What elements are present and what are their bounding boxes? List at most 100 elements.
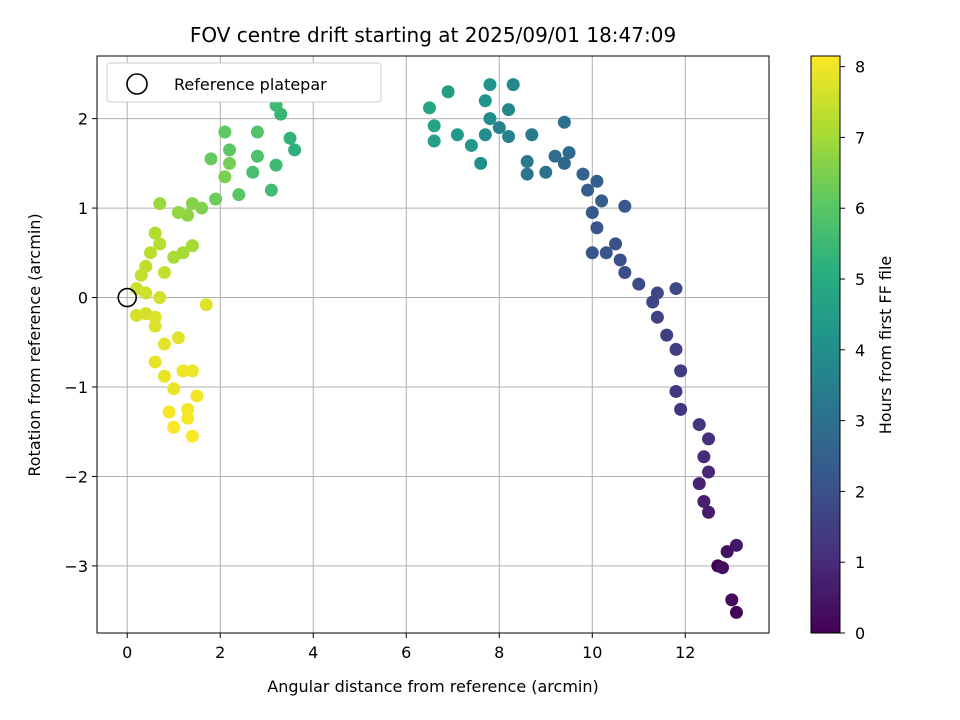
data-point — [157, 337, 171, 351]
colorbar-ticks: 0 1 2 3 4 5 6 7 8 — [840, 58, 865, 643]
data-point — [218, 125, 232, 139]
data-point — [130, 308, 144, 322]
colorbar-gradient — [810, 55, 841, 634]
data-point — [548, 149, 562, 163]
colorbar-tick-label: 2 — [855, 482, 865, 501]
data-point — [520, 155, 534, 169]
plot-frame — [96, 55, 770, 634]
data-point — [562, 146, 576, 160]
data-point — [143, 246, 157, 260]
data-point — [148, 226, 162, 240]
data-point — [720, 545, 734, 559]
legend-marker — [126, 73, 148, 95]
data-point — [185, 364, 199, 378]
data-point — [167, 382, 181, 396]
data-point — [674, 364, 688, 378]
y-tick-label: −1 — [64, 378, 88, 397]
data-point — [702, 465, 716, 479]
x-ticks: 0 2 4 6 8 10 12 — [122, 633, 695, 662]
colorbar-tick-label: 4 — [855, 341, 865, 360]
data-point — [148, 319, 162, 333]
data-point — [725, 593, 739, 607]
data-point — [176, 364, 190, 378]
data-point — [595, 194, 609, 208]
colorbar-tick-label: 3 — [855, 412, 865, 431]
data-point — [223, 143, 237, 157]
reference-point-marker — [117, 287, 138, 308]
data-point — [590, 221, 604, 235]
data-point — [190, 389, 204, 403]
data-point — [702, 505, 716, 519]
y-axis-label: Rotation from reference (arcmin) — [25, 213, 44, 476]
data-point — [650, 286, 664, 300]
data-point — [441, 85, 455, 99]
legend-box — [106, 62, 382, 103]
data-point — [153, 291, 167, 305]
data-point — [697, 450, 711, 464]
data-point — [669, 342, 683, 356]
data-point — [609, 237, 623, 251]
data-point — [613, 253, 627, 267]
colorbar-tick-label: 7 — [855, 128, 865, 147]
grid — [97, 56, 769, 633]
data-point — [269, 158, 283, 172]
data-point — [502, 103, 516, 117]
data-point — [246, 165, 260, 179]
colorbar-tick-label: 1 — [855, 553, 865, 572]
data-point — [171, 331, 185, 345]
colorbar: 0 1 2 3 4 5 6 7 8 Hours from first FF file — [810, 55, 895, 643]
data-point — [199, 298, 213, 312]
data-point — [576, 167, 590, 181]
data-point — [209, 192, 223, 206]
x-tick-label: 12 — [675, 643, 695, 662]
data-point — [599, 246, 613, 260]
data-point — [148, 310, 162, 324]
data-point — [478, 94, 492, 108]
y-tick-label: −3 — [64, 557, 88, 576]
data-point — [232, 188, 246, 202]
colorbar-tick-label: 8 — [855, 58, 865, 77]
data-point — [427, 134, 441, 148]
data-point — [692, 477, 706, 491]
data-point — [585, 246, 599, 260]
data-point — [139, 286, 153, 300]
x-tick-label: 2 — [215, 643, 225, 662]
data-point — [181, 411, 195, 425]
data-point — [729, 538, 743, 552]
data-point — [585, 206, 599, 220]
y-tick-label: −2 — [64, 467, 88, 486]
data-point — [632, 277, 646, 291]
chart-title: FOV centre drift starting at 2025/09/01 … — [190, 23, 676, 47]
y-ticks: −3 −2 −1 0 1 2 — [64, 110, 97, 576]
data-point — [134, 268, 148, 282]
data-point — [669, 384, 683, 398]
data-point — [427, 119, 441, 133]
data-point — [669, 282, 683, 296]
data-point — [506, 78, 520, 92]
data-point — [492, 121, 506, 135]
x-tick-label: 0 — [122, 643, 132, 662]
data-point — [618, 265, 632, 279]
y-tick-label: 1 — [78, 199, 88, 218]
colorbar-tick-label: 6 — [855, 199, 865, 218]
data-point — [557, 156, 571, 170]
data-point — [692, 418, 706, 432]
data-point — [171, 206, 185, 220]
x-tick-label: 10 — [582, 643, 602, 662]
data-point — [650, 310, 664, 324]
data-point — [674, 402, 688, 416]
data-point — [474, 156, 488, 170]
data-point — [250, 125, 264, 139]
data-point — [729, 605, 743, 619]
data-point — [167, 250, 181, 264]
y-tick-label: 0 — [78, 289, 88, 308]
legend: Reference platepar — [106, 62, 382, 103]
data-point — [618, 199, 632, 213]
x-tick-label: 8 — [494, 643, 504, 662]
data-point — [502, 130, 516, 144]
x-tick-label: 6 — [401, 643, 411, 662]
data-point — [283, 131, 297, 145]
data-point — [185, 239, 199, 253]
data-point — [148, 355, 162, 369]
